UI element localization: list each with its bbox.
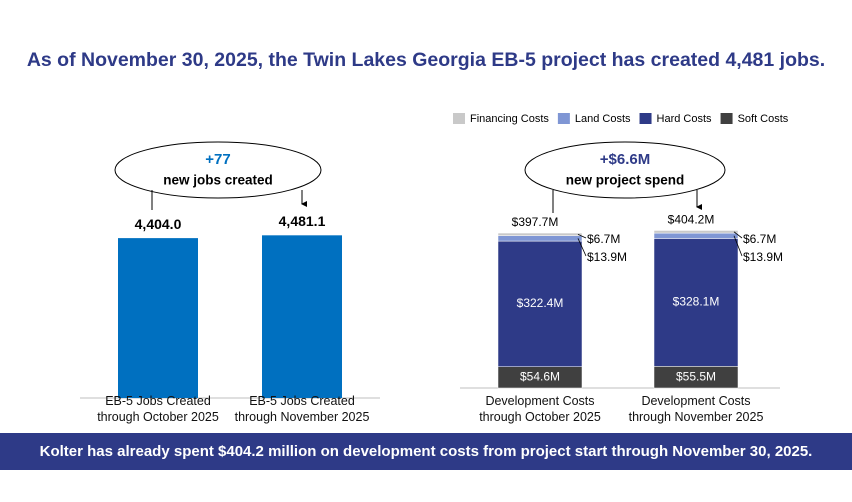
- leader-line: [733, 231, 743, 239]
- legend-swatch: [453, 113, 465, 124]
- x-tick-label: EB-5 Jobs Created through November 2025: [234, 394, 370, 424]
- value-label: $322.4M: [517, 296, 564, 310]
- bar: [118, 238, 198, 398]
- total-label: $397.7M: [512, 215, 559, 229]
- bar-segment: [653, 230, 739, 234]
- annotation-change: +$6.6M: [600, 151, 650, 168]
- legend-label: Soft Costs: [738, 113, 789, 125]
- legend-swatch: [557, 113, 570, 124]
- value-label: $13.9M: [587, 250, 627, 264]
- bar-segment: [653, 232, 739, 239]
- legend-swatch: [720, 113, 733, 124]
- leader-line: [733, 235, 743, 257]
- annotation-text: new project spend: [566, 173, 685, 188]
- leader-line: [577, 238, 587, 257]
- annotation-text: new jobs created: [163, 173, 273, 188]
- leader-line: [577, 233, 587, 239]
- value-label: $55.5M: [676, 369, 716, 383]
- bar-segment: [653, 238, 739, 367]
- value-label: $13.9M: [743, 250, 783, 264]
- total-label: $404.2M: [668, 213, 715, 227]
- bar-segment: [497, 235, 583, 242]
- value-label: 4,404.0: [135, 216, 182, 232]
- x-tick-label: EB-5 Jobs Created through October 2025: [97, 394, 219, 424]
- bar: [262, 235, 342, 398]
- annotation-change: +77: [205, 151, 230, 168]
- value-label: 4,481.1: [279, 213, 326, 229]
- value-label: $6.7M: [587, 232, 620, 246]
- legend-label: Land Costs: [575, 113, 631, 125]
- bar-segment: [497, 240, 583, 367]
- legend-label: Financing Costs: [470, 113, 549, 125]
- annotation-bubble: [524, 141, 726, 199]
- legend-swatch: [639, 113, 652, 124]
- value-label: $328.1M: [673, 295, 720, 309]
- value-label: $54.6M: [520, 370, 560, 384]
- value-label: $6.7M: [743, 232, 776, 246]
- bar-segment: [497, 232, 583, 236]
- page-title: As of November 30, 2025, the Twin Lakes …: [26, 49, 826, 71]
- legend-label: Hard Costs: [657, 113, 713, 125]
- x-tick-label: Development Costs through October 2025: [479, 394, 601, 424]
- annotation-bubble: [114, 141, 322, 199]
- banner: Kolter has already spent $404.2 million …: [0, 433, 852, 470]
- x-tick-label: Development Costs through November 2025: [628, 394, 764, 424]
